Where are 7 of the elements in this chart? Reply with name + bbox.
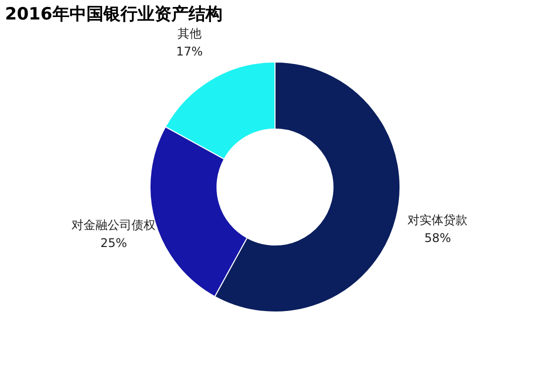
slice-label: 其他 bbox=[177, 26, 202, 40]
slice-label: 对实体贷款 bbox=[408, 212, 468, 227]
slice-label: 对金融公司债权 bbox=[72, 218, 156, 232]
chart-title: 2016年中国银行业资产结构 bbox=[5, 4, 222, 24]
data-label: 58% bbox=[424, 230, 452, 245]
data-label: 25% bbox=[100, 236, 128, 250]
data-label: 17% bbox=[176, 44, 203, 58]
